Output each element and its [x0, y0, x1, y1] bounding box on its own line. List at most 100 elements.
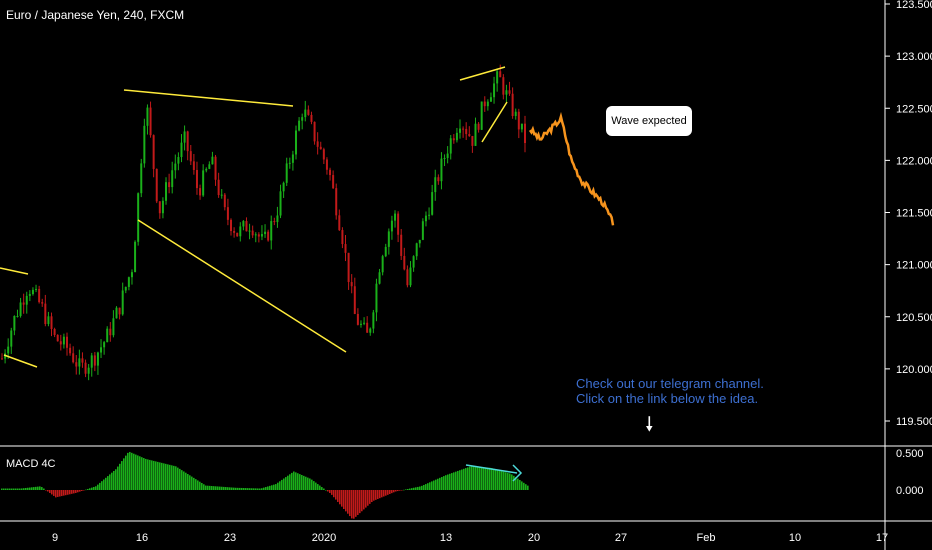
candle-body: [468, 134, 471, 137]
macd-bar: [191, 476, 193, 490]
candle-body: [400, 234, 403, 256]
candle-body: [409, 267, 412, 286]
time-tick-label: 9: [52, 532, 58, 544]
candle-body: [242, 221, 245, 227]
macd-bar: [459, 470, 461, 490]
macd-bar: [115, 469, 117, 490]
candle-body: [146, 107, 149, 126]
macd-bar: [355, 490, 357, 517]
time-tick-label: 23: [224, 532, 236, 544]
candle-body: [325, 159, 328, 170]
candle-body: [279, 191, 282, 216]
macd-bar: [281, 479, 283, 490]
candle-body: [493, 83, 496, 98]
candle-body: [189, 151, 192, 162]
candle-body: [480, 101, 483, 130]
macd-bar: [21, 488, 23, 490]
trend-lines: [0, 66, 508, 368]
candle-body: [158, 201, 161, 214]
price-tick-label: 123.000: [896, 51, 932, 63]
macd-bar: [409, 488, 411, 490]
trend-line: [123, 89, 294, 107]
macd-bar: [29, 487, 31, 490]
candle-body: [211, 156, 214, 165]
candle-body: [332, 175, 335, 189]
candle-body: [524, 123, 526, 144]
macd-bar: [159, 462, 161, 490]
candle-body: [47, 316, 50, 325]
candle-body: [452, 138, 455, 141]
macd-bar: [403, 489, 405, 491]
candle-body: [103, 342, 106, 348]
candle-body: [508, 90, 511, 94]
telegram-note-line-2: Click on the link below the idea.: [576, 391, 759, 406]
price-tick-label: 120.000: [896, 364, 932, 376]
macd-bar: [319, 485, 321, 490]
macd-bar: [383, 490, 385, 497]
candle-body: [434, 177, 437, 193]
candle-body: [177, 157, 180, 164]
candle-body: [78, 358, 81, 367]
candle-body: [437, 177, 440, 182]
trend-line: [459, 66, 506, 81]
macd-bar: [71, 490, 73, 494]
macd-bar: [211, 486, 213, 490]
macd-bar: [225, 487, 227, 490]
candle-body: [214, 156, 217, 180]
wave-expected-callout: Wave expected: [606, 106, 692, 136]
candle-body: [93, 355, 96, 366]
macd-bar: [101, 481, 103, 490]
macd-bar: [5, 488, 7, 490]
macd-bar: [343, 490, 345, 510]
candle-body: [25, 295, 28, 305]
candle-body: [483, 101, 486, 107]
candle-body: [72, 353, 75, 363]
macd-bar: [283, 478, 285, 490]
macd-bar: [155, 461, 157, 490]
candle-body: [84, 362, 87, 374]
macd-bar: [177, 467, 179, 490]
candle-body: [384, 246, 387, 257]
macd-bar: [439, 477, 441, 490]
macd-bar: [253, 488, 255, 490]
macd-bar: [239, 487, 241, 490]
macd-bar: [477, 466, 479, 490]
macd-bar: [47, 490, 49, 492]
time-tick-label: 17: [876, 532, 888, 544]
macd-bar: [271, 485, 273, 490]
candle-body: [307, 109, 310, 115]
candle-body: [394, 213, 397, 221]
time-tick-label: 20: [528, 532, 540, 544]
macd-bar: [89, 488, 91, 490]
candle-body: [106, 328, 109, 343]
candle-body: [41, 302, 44, 304]
macd-bar: [501, 471, 503, 490]
candle-body: [465, 128, 468, 135]
macd-bar: [59, 490, 61, 497]
macd-bar: [153, 460, 155, 490]
macd-bar: [369, 490, 371, 504]
candle-body: [35, 288, 38, 290]
macd-bar: [45, 490, 47, 491]
macd-bar: [367, 490, 369, 506]
macd-bar: [425, 484, 427, 490]
macd-bar: [475, 466, 477, 490]
macd-bar: [393, 490, 395, 493]
candle-body: [38, 288, 41, 303]
candle-body: [338, 215, 341, 231]
macd-bar: [509, 473, 511, 490]
candle-body: [341, 230, 344, 245]
candle-body: [130, 272, 133, 278]
macd-bar: [407, 488, 409, 490]
candle-body: [62, 336, 65, 345]
macd-bar: [223, 486, 225, 490]
macd-bar: [311, 479, 313, 490]
macd-bar: [67, 490, 69, 495]
candle-body: [499, 71, 502, 78]
macd-bar: [389, 490, 391, 494]
macd-bar: [331, 490, 333, 495]
macd-bar: [345, 490, 347, 512]
macd-bar: [147, 459, 149, 490]
candle-body: [7, 346, 10, 354]
